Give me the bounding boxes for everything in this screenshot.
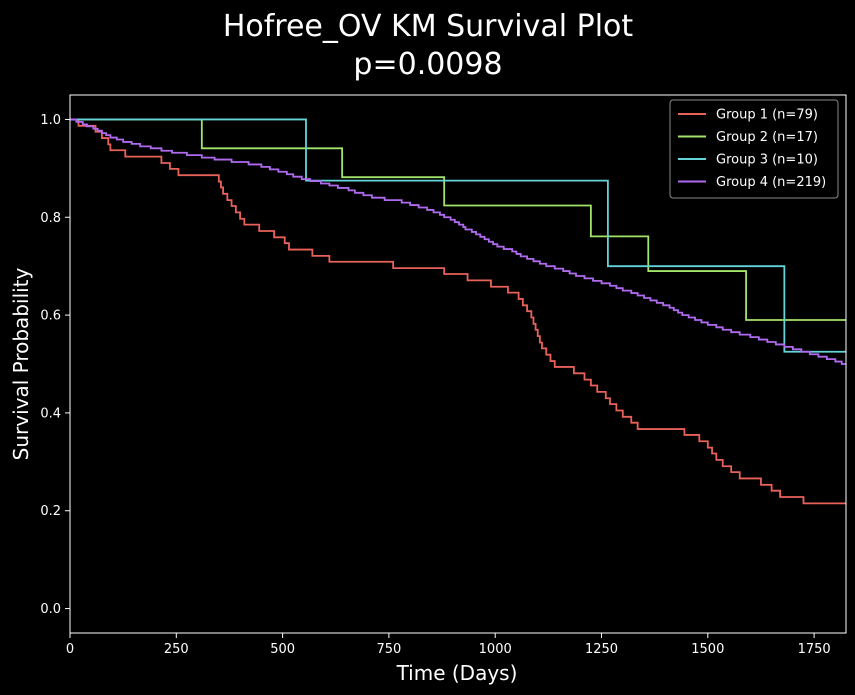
legend: Group 1 (n=79) Group 2 (n=17) Group 3 (n=1… bbox=[669, 99, 839, 199]
x-tick-label: 1750 bbox=[798, 642, 831, 657]
legend-label-group-3: Group 3 (n=10) bbox=[716, 153, 818, 168]
y-axis-label: Survival Probability bbox=[9, 267, 33, 460]
x-axis-label: Time (Days) bbox=[396, 661, 518, 685]
series-line-group-2 bbox=[70, 118, 846, 321]
plot-frame bbox=[69, 94, 847, 634]
legend-label-group-4: Group 4 (n=219) bbox=[716, 175, 826, 190]
x-tick-label: 500 bbox=[270, 642, 295, 657]
legend-box bbox=[669, 99, 839, 199]
y-tick-label: 0.4 bbox=[40, 406, 61, 421]
legend-label-group-1: Group 1 (n=79) bbox=[716, 108, 818, 123]
chart-title-line-1: Hofree_OV KM Survival Plot bbox=[223, 9, 634, 44]
x-tick-label: 1000 bbox=[479, 642, 512, 657]
y-tick-label: 0.2 bbox=[40, 504, 61, 519]
y-tick-label: 0.0 bbox=[40, 602, 61, 617]
series-line-group-1 bbox=[70, 118, 846, 505]
series-line-group-3 bbox=[70, 118, 846, 353]
x-tick-label: 1250 bbox=[585, 642, 618, 657]
y-tick-label: 0.6 bbox=[40, 309, 61, 324]
series-line-group-4 bbox=[70, 118, 846, 365]
chart-title-line-2: p=0.0098 bbox=[353, 47, 502, 82]
y-tick-label: 0.8 bbox=[40, 211, 61, 226]
legend-label-group-2: Group 2 (n=17) bbox=[716, 130, 818, 145]
plot-area: 0 250 500 750 1000 1250 1500 1750 0.0 0.2 0.4 0.6 0.… bbox=[40, 94, 847, 657]
x-tick-label: 250 bbox=[164, 642, 189, 657]
x-tick-label: 1500 bbox=[691, 642, 724, 657]
x-tick-label: 750 bbox=[376, 642, 401, 657]
x-tick-label: 0 bbox=[66, 642, 74, 657]
y-tick-label: 1.0 bbox=[40, 113, 61, 128]
